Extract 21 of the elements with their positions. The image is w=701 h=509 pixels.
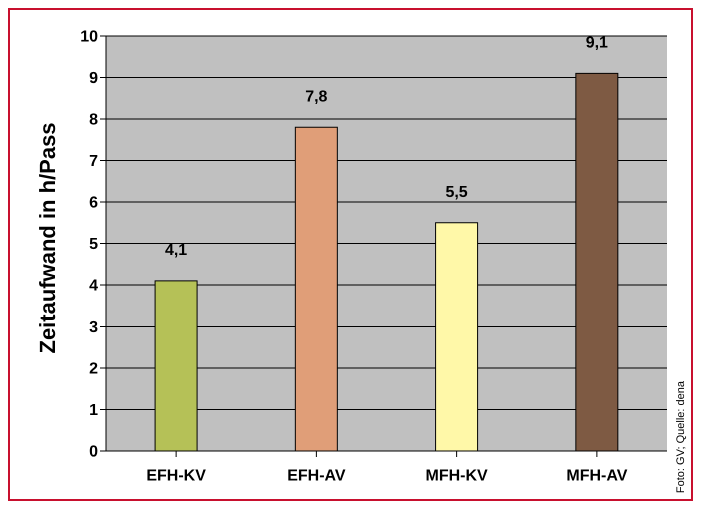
y-tick-label: 6 [89, 194, 98, 212]
y-tick-label: 3 [89, 319, 98, 336]
text: Foto: GV; Quelle: dena [675, 380, 687, 493]
data-label: 5,5 [445, 184, 468, 201]
y-tick-label: 0 [89, 444, 98, 461]
y-tick-label: 4 [89, 278, 98, 295]
x-tick-label: EFH-AV [287, 467, 346, 484]
x-tick-label: MFH-KV [426, 467, 488, 484]
y-tick-label: 1 [89, 402, 98, 420]
y-tick-label: 5 [89, 236, 98, 254]
y-tick-label: 7 [89, 153, 98, 170]
x-tick-label: MFH-AV [566, 467, 628, 484]
data-label: 9,1 [586, 34, 608, 52]
data-label: 4,1 [164, 242, 188, 259]
y-tick-label: 10 [80, 28, 98, 46]
y-tick-label: 9 [89, 70, 98, 88]
y-tick-label: 8 [89, 112, 98, 129]
data-label: 7,8 [305, 88, 328, 106]
y-axis-title: Zeitaufwand in h/Pass [34, 122, 60, 354]
x-tick-label: EFH-KV [146, 467, 206, 484]
y-tick-label: 2 [89, 360, 98, 378]
